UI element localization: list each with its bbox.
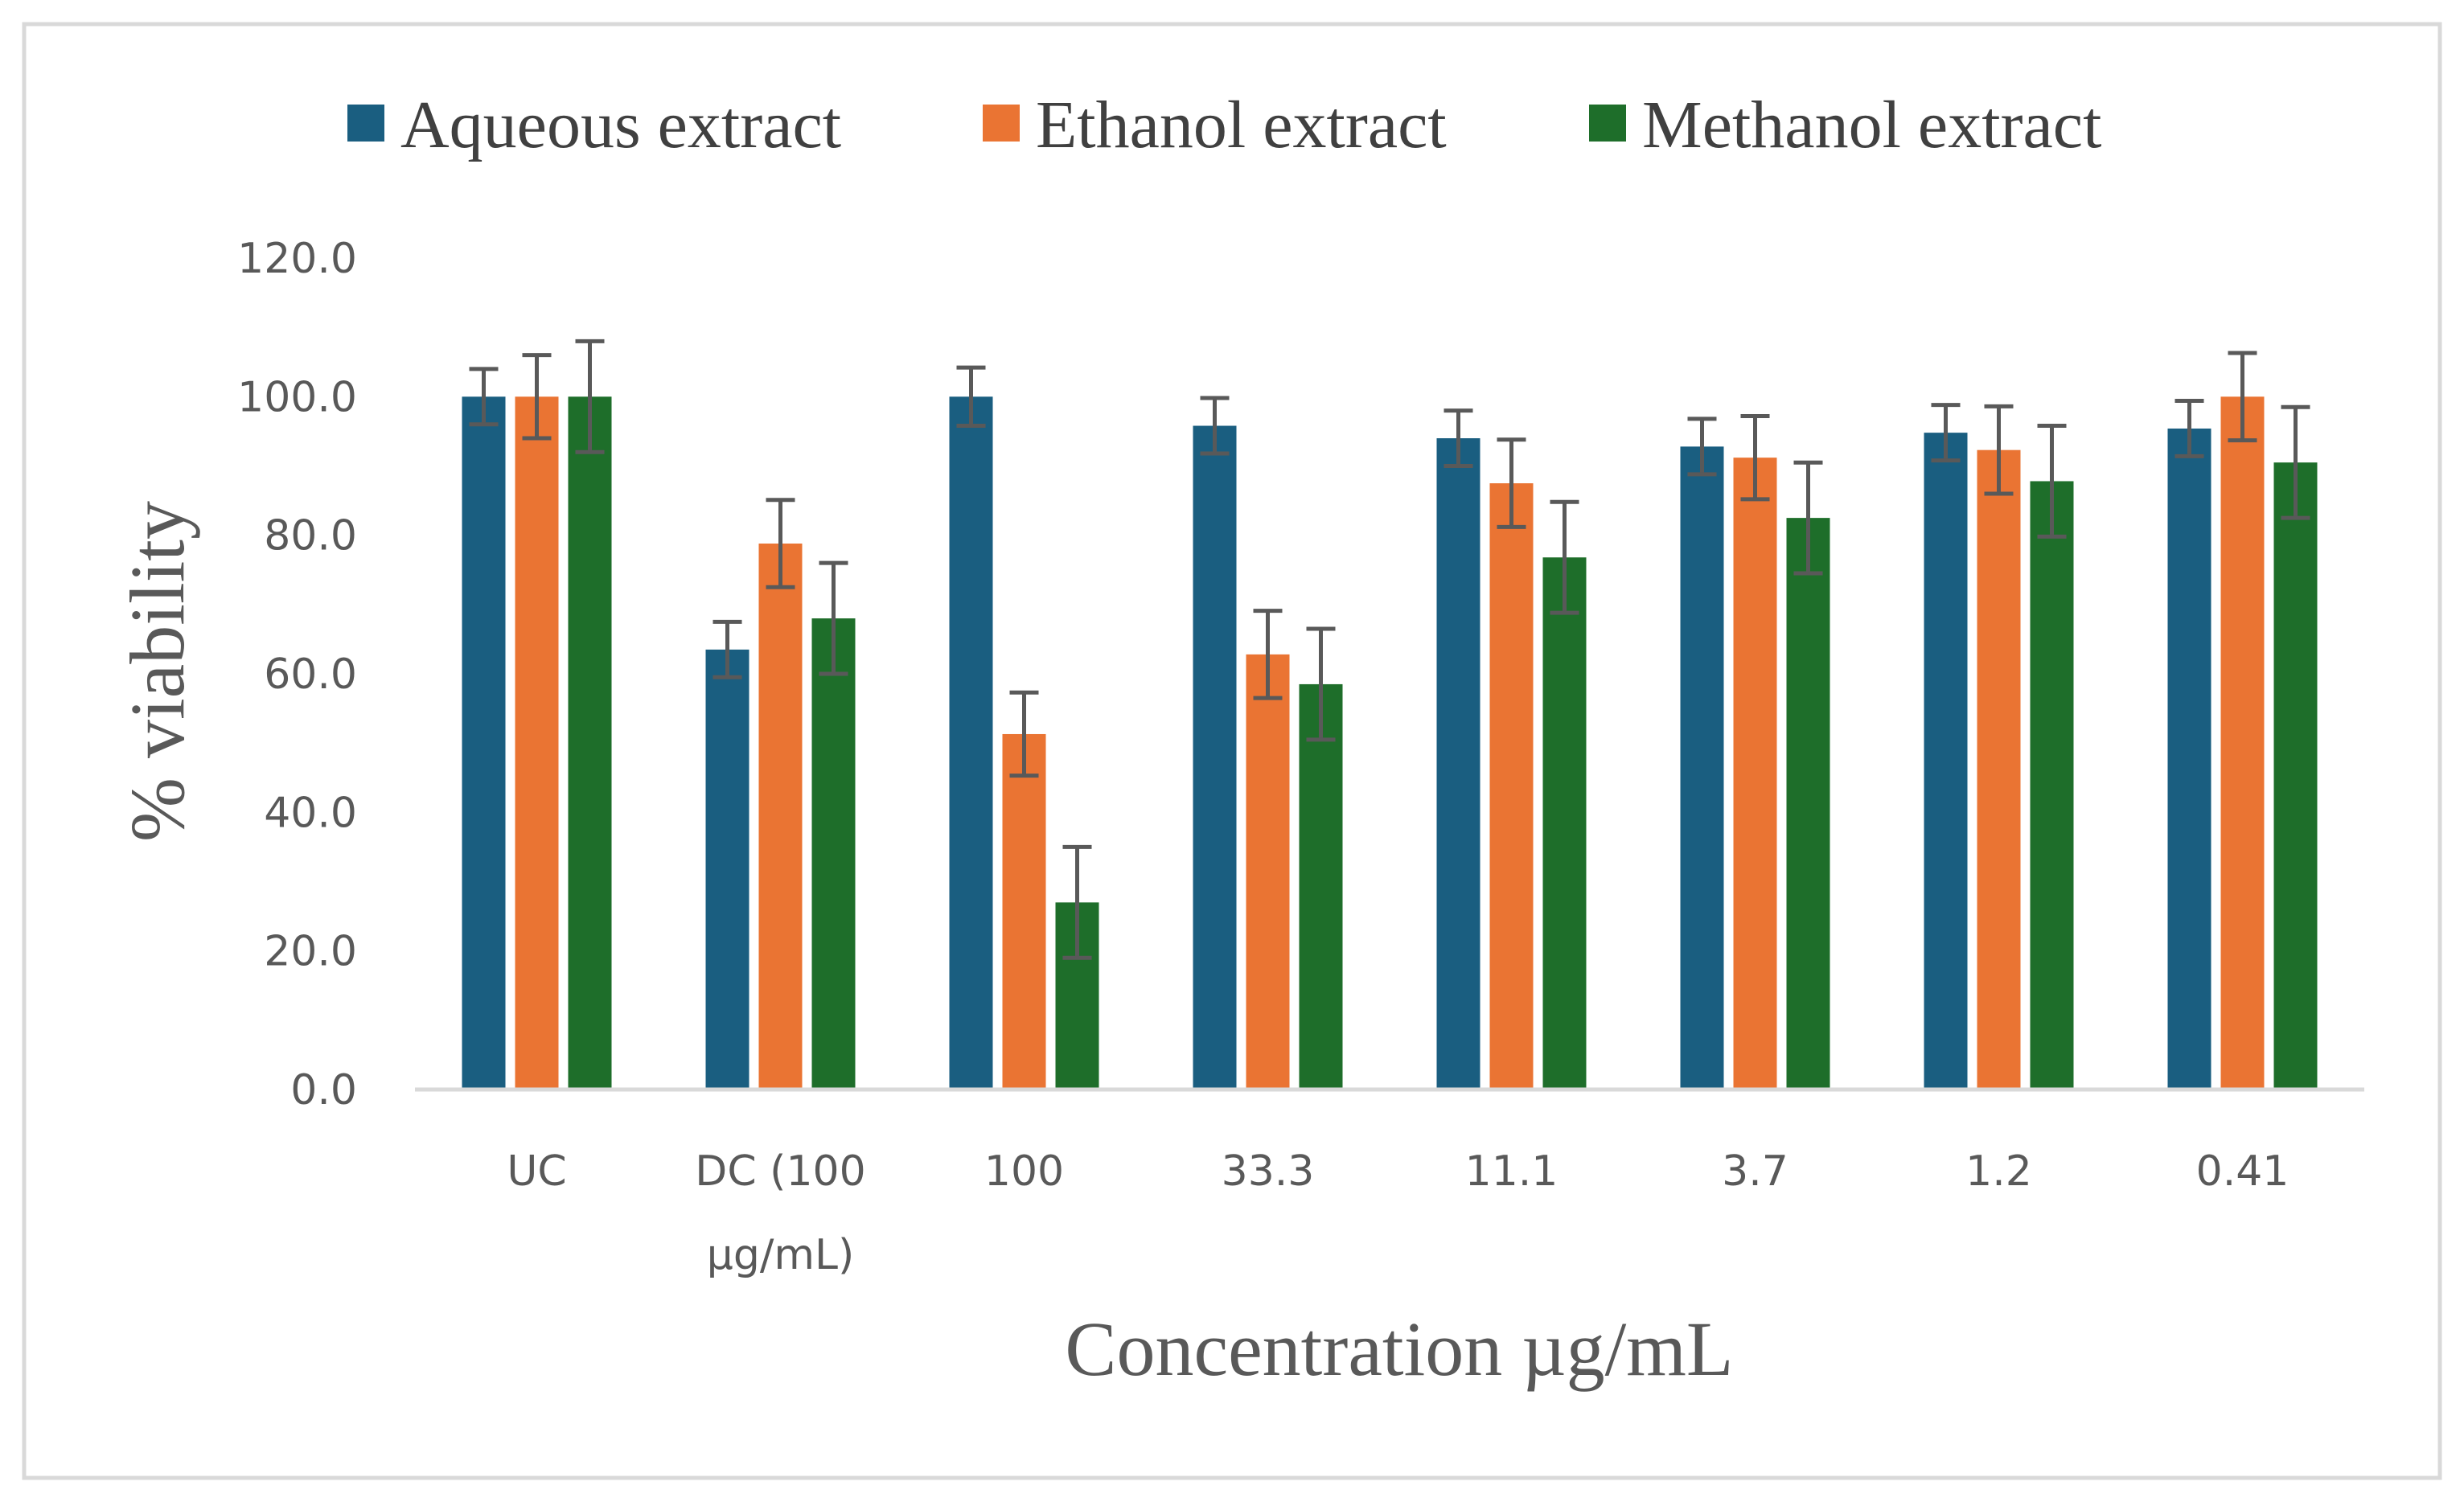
legend-item: Aqueous extract: [347, 88, 841, 162]
bar: [2273, 462, 2318, 1090]
bar: [758, 544, 803, 1090]
bar: [2167, 428, 2211, 1090]
x-tick-label: 3.7: [1722, 1147, 1788, 1196]
error-bar: [1253, 609, 1283, 700]
bar: [568, 396, 612, 1090]
bar: [1786, 518, 1830, 1090]
y-axis-ticks: 0.0 20.0 40.0 60.0 80.0 100.0 120.0: [237, 235, 357, 1114]
bar: [515, 396, 559, 1090]
x-tick-label: 100: [984, 1147, 1064, 1196]
y-axis-title: % viability: [114, 501, 200, 842]
x-tick-label: 33.3: [1222, 1147, 1315, 1196]
bar: [1246, 654, 1290, 1090]
y-tick-label: 40.0: [264, 789, 357, 837]
error-bar: [1443, 408, 1473, 468]
error-bar: [956, 365, 986, 429]
error-bar: [469, 367, 499, 427]
error-bar: [1200, 396, 1230, 456]
bar: [1733, 458, 1777, 1090]
bar: [462, 396, 506, 1090]
bar: [1002, 733, 1046, 1090]
error-bars: [469, 339, 2310, 960]
x-axis-title: Concentration µg/mL: [1065, 1306, 1733, 1392]
error-bar: [1931, 403, 1961, 463]
legend-item: Methanol extract: [1589, 88, 2101, 162]
x-tick-label: 1.2: [1965, 1147, 2032, 1196]
bar: [1489, 483, 1534, 1090]
error-bar: [766, 498, 795, 589]
error-bar: [1793, 460, 1823, 576]
error-bar: [2174, 399, 2204, 458]
error-bar: [1062, 844, 1092, 960]
error-bar: [1497, 437, 1526, 529]
legend: Aqueous extract Ethanol extract Methanol e…: [347, 88, 2101, 162]
error-bar: [1009, 690, 1039, 778]
legend-swatch: [983, 105, 1020, 142]
bar: [705, 649, 749, 1090]
y-tick-label: 120.0: [237, 235, 357, 283]
legend-swatch: [1589, 105, 1626, 142]
error-bar: [2281, 404, 2310, 520]
bar: [811, 618, 856, 1090]
error-bar: [1687, 417, 1717, 477]
bar: [1542, 557, 1587, 1090]
bar: [2030, 481, 2074, 1090]
error-bar: [713, 619, 742, 679]
y-tick-label: 0.0: [290, 1066, 357, 1114]
legend-label: Ethanol extract: [1036, 88, 1447, 162]
y-tick-label: 20.0: [264, 928, 357, 976]
y-tick-label: 60.0: [264, 650, 357, 699]
bar: [1193, 425, 1237, 1090]
bar: [1680, 446, 1724, 1090]
y-tick-label: 80.0: [264, 512, 357, 560]
legend-swatch: [347, 105, 384, 142]
error-bar: [2228, 351, 2257, 443]
error-bar: [819, 560, 848, 676]
bar-series: [462, 396, 2318, 1090]
bar: [1924, 433, 1968, 1090]
y-tick-label: 100.0: [237, 373, 357, 421]
bar: [2220, 396, 2265, 1090]
x-axis-categories: UC DC (100 µg/mL) 100 33.3 11.1 3.7 1.2 0.41: [507, 1147, 2289, 1279]
x-tick-label: 11.1: [1465, 1147, 1558, 1196]
bar: [949, 396, 993, 1090]
error-bar: [1984, 404, 2014, 496]
x-tick-label: DC (100 µg/mL): [695, 1147, 865, 1279]
x-tick-label: 0.41: [2196, 1147, 2289, 1196]
bar: [1436, 438, 1480, 1090]
error-bar: [1550, 499, 1579, 615]
error-bar: [1740, 413, 1770, 502]
bar: [1977, 449, 2021, 1090]
x-tick-label: UC: [507, 1147, 566, 1196]
error-bar: [2037, 424, 2067, 539]
legend-label: Aqueous extract: [400, 88, 841, 162]
bar: [1299, 683, 1343, 1090]
error-bar: [1306, 626, 1336, 742]
legend-item: Ethanol extract: [983, 88, 1447, 162]
legend-label: Methanol extract: [1642, 88, 2101, 162]
error-bar: [522, 353, 552, 441]
error-bar: [575, 339, 605, 454]
